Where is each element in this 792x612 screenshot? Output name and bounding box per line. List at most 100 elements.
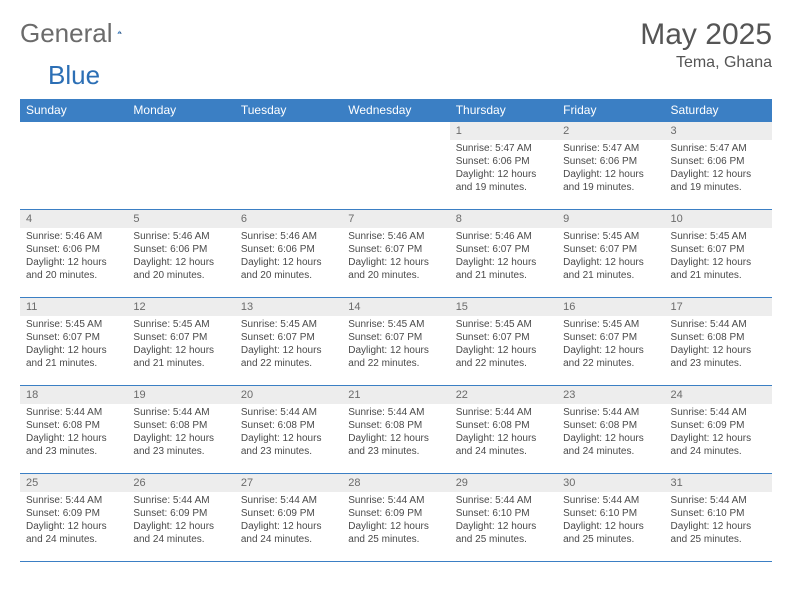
sunrise-text: Sunrise: 5:47 AM	[456, 142, 551, 155]
day-number: 19	[127, 386, 234, 404]
calendar-cell: 10Sunrise: 5:45 AMSunset: 6:07 PMDayligh…	[665, 210, 772, 298]
calendar-cell: 12Sunrise: 5:45 AMSunset: 6:07 PMDayligh…	[127, 298, 234, 386]
calendar-cell: 22Sunrise: 5:44 AMSunset: 6:08 PMDayligh…	[450, 386, 557, 474]
calendar-row: 25Sunrise: 5:44 AMSunset: 6:09 PMDayligh…	[20, 474, 772, 562]
day-number: 31	[665, 474, 772, 492]
daylight-text: Daylight: 12 hours and 19 minutes.	[563, 168, 658, 194]
daylight-text: Daylight: 12 hours and 23 minutes.	[348, 432, 443, 458]
calendar-row: 4Sunrise: 5:46 AMSunset: 6:06 PMDaylight…	[20, 210, 772, 298]
day-number: 30	[557, 474, 664, 492]
day-number: 17	[665, 298, 772, 316]
calendar-cell: 19Sunrise: 5:44 AMSunset: 6:08 PMDayligh…	[127, 386, 234, 474]
sunset-text: Sunset: 6:09 PM	[348, 507, 443, 520]
calendar-cell: 17Sunrise: 5:44 AMSunset: 6:08 PMDayligh…	[665, 298, 772, 386]
day-body: Sunrise: 5:44 AMSunset: 6:08 PMDaylight:…	[665, 316, 772, 374]
daylight-text: Daylight: 12 hours and 24 minutes.	[456, 432, 551, 458]
sunrise-text: Sunrise: 5:44 AM	[26, 494, 121, 507]
daylight-text: Daylight: 12 hours and 23 minutes.	[133, 432, 228, 458]
sunset-text: Sunset: 6:08 PM	[133, 419, 228, 432]
calendar-header-row: SundayMondayTuesdayWednesdayThursdayFrid…	[20, 99, 772, 122]
sunset-text: Sunset: 6:08 PM	[563, 419, 658, 432]
sunrise-text: Sunrise: 5:44 AM	[671, 406, 766, 419]
logo-text-blue: Blue	[48, 60, 100, 91]
weekday-header: Friday	[557, 99, 664, 122]
day-body: Sunrise: 5:44 AMSunset: 6:10 PMDaylight:…	[450, 492, 557, 550]
day-number: 9	[557, 210, 664, 228]
sunrise-text: Sunrise: 5:47 AM	[671, 142, 766, 155]
day-number: 6	[235, 210, 342, 228]
daylight-text: Daylight: 12 hours and 21 minutes.	[563, 256, 658, 282]
day-number: 18	[20, 386, 127, 404]
day-body: Sunrise: 5:45 AMSunset: 6:07 PMDaylight:…	[127, 316, 234, 374]
day-body: Sunrise: 5:44 AMSunset: 6:10 PMDaylight:…	[665, 492, 772, 550]
sunset-text: Sunset: 6:07 PM	[241, 331, 336, 344]
sunset-text: Sunset: 6:08 PM	[456, 419, 551, 432]
calendar-row: 11Sunrise: 5:45 AMSunset: 6:07 PMDayligh…	[20, 298, 772, 386]
day-number: 24	[665, 386, 772, 404]
sunset-text: Sunset: 6:08 PM	[671, 331, 766, 344]
sunrise-text: Sunrise: 5:45 AM	[133, 318, 228, 331]
sunrise-text: Sunrise: 5:46 AM	[241, 230, 336, 243]
sunset-text: Sunset: 6:07 PM	[133, 331, 228, 344]
calendar-table: SundayMondayTuesdayWednesdayThursdayFrid…	[20, 99, 772, 562]
calendar-cell: 1Sunrise: 5:47 AMSunset: 6:06 PMDaylight…	[450, 122, 557, 210]
sunrise-text: Sunrise: 5:46 AM	[456, 230, 551, 243]
daylight-text: Daylight: 12 hours and 24 minutes.	[241, 520, 336, 546]
sunset-text: Sunset: 6:06 PM	[563, 155, 658, 168]
sunrise-text: Sunrise: 5:44 AM	[348, 494, 443, 507]
weekday-header: Tuesday	[235, 99, 342, 122]
daylight-text: Daylight: 12 hours and 21 minutes.	[133, 344, 228, 370]
title-block: May 2025 Tema, Ghana	[640, 18, 772, 72]
day-number: 11	[20, 298, 127, 316]
calendar-cell: 6Sunrise: 5:46 AMSunset: 6:06 PMDaylight…	[235, 210, 342, 298]
logo-text-gray: General	[20, 18, 113, 49]
day-body: Sunrise: 5:45 AMSunset: 6:07 PMDaylight:…	[557, 228, 664, 286]
sunset-text: Sunset: 6:08 PM	[348, 419, 443, 432]
day-number: 15	[450, 298, 557, 316]
sunset-text: Sunset: 6:10 PM	[563, 507, 658, 520]
daylight-text: Daylight: 12 hours and 19 minutes.	[671, 168, 766, 194]
day-number: 16	[557, 298, 664, 316]
daylight-text: Daylight: 12 hours and 22 minutes.	[456, 344, 551, 370]
daylight-text: Daylight: 12 hours and 25 minutes.	[348, 520, 443, 546]
daylight-text: Daylight: 12 hours and 23 minutes.	[26, 432, 121, 458]
day-body: Sunrise: 5:46 AMSunset: 6:06 PMDaylight:…	[20, 228, 127, 286]
calendar-cell: 5Sunrise: 5:46 AMSunset: 6:06 PMDaylight…	[127, 210, 234, 298]
weekday-header: Saturday	[665, 99, 772, 122]
daylight-text: Daylight: 12 hours and 21 minutes.	[671, 256, 766, 282]
day-number: 22	[450, 386, 557, 404]
weekday-header: Wednesday	[342, 99, 449, 122]
day-number: 10	[665, 210, 772, 228]
calendar-cell: 16Sunrise: 5:45 AMSunset: 6:07 PMDayligh…	[557, 298, 664, 386]
day-body: Sunrise: 5:45 AMSunset: 6:07 PMDaylight:…	[20, 316, 127, 374]
calendar-cell: 31Sunrise: 5:44 AMSunset: 6:10 PMDayligh…	[665, 474, 772, 562]
sunrise-text: Sunrise: 5:44 AM	[456, 494, 551, 507]
daylight-text: Daylight: 12 hours and 20 minutes.	[241, 256, 336, 282]
calendar-cell: 4Sunrise: 5:46 AMSunset: 6:06 PMDaylight…	[20, 210, 127, 298]
day-body: Sunrise: 5:44 AMSunset: 6:08 PMDaylight:…	[557, 404, 664, 462]
logo: General	[20, 18, 145, 49]
day-body: Sunrise: 5:44 AMSunset: 6:09 PMDaylight:…	[127, 492, 234, 550]
sunset-text: Sunset: 6:06 PM	[133, 243, 228, 256]
calendar-cell: 30Sunrise: 5:44 AMSunset: 6:10 PMDayligh…	[557, 474, 664, 562]
sunset-text: Sunset: 6:07 PM	[456, 331, 551, 344]
sunset-text: Sunset: 6:07 PM	[456, 243, 551, 256]
day-number: 21	[342, 386, 449, 404]
weekday-header: Sunday	[20, 99, 127, 122]
day-body: Sunrise: 5:45 AMSunset: 6:07 PMDaylight:…	[557, 316, 664, 374]
calendar-cell: 9Sunrise: 5:45 AMSunset: 6:07 PMDaylight…	[557, 210, 664, 298]
day-body: Sunrise: 5:47 AMSunset: 6:06 PMDaylight:…	[665, 140, 772, 198]
daylight-text: Daylight: 12 hours and 20 minutes.	[26, 256, 121, 282]
sunrise-text: Sunrise: 5:44 AM	[348, 406, 443, 419]
calendar-cell: 28Sunrise: 5:44 AMSunset: 6:09 PMDayligh…	[342, 474, 449, 562]
day-number: 20	[235, 386, 342, 404]
day-number: 1	[450, 122, 557, 140]
day-body: Sunrise: 5:46 AMSunset: 6:06 PMDaylight:…	[127, 228, 234, 286]
day-body: Sunrise: 5:44 AMSunset: 6:08 PMDaylight:…	[450, 404, 557, 462]
day-number: 27	[235, 474, 342, 492]
sunrise-text: Sunrise: 5:46 AM	[26, 230, 121, 243]
sunrise-text: Sunrise: 5:44 AM	[563, 406, 658, 419]
day-number: 25	[20, 474, 127, 492]
sunrise-text: Sunrise: 5:44 AM	[133, 494, 228, 507]
day-number: 3	[665, 122, 772, 140]
